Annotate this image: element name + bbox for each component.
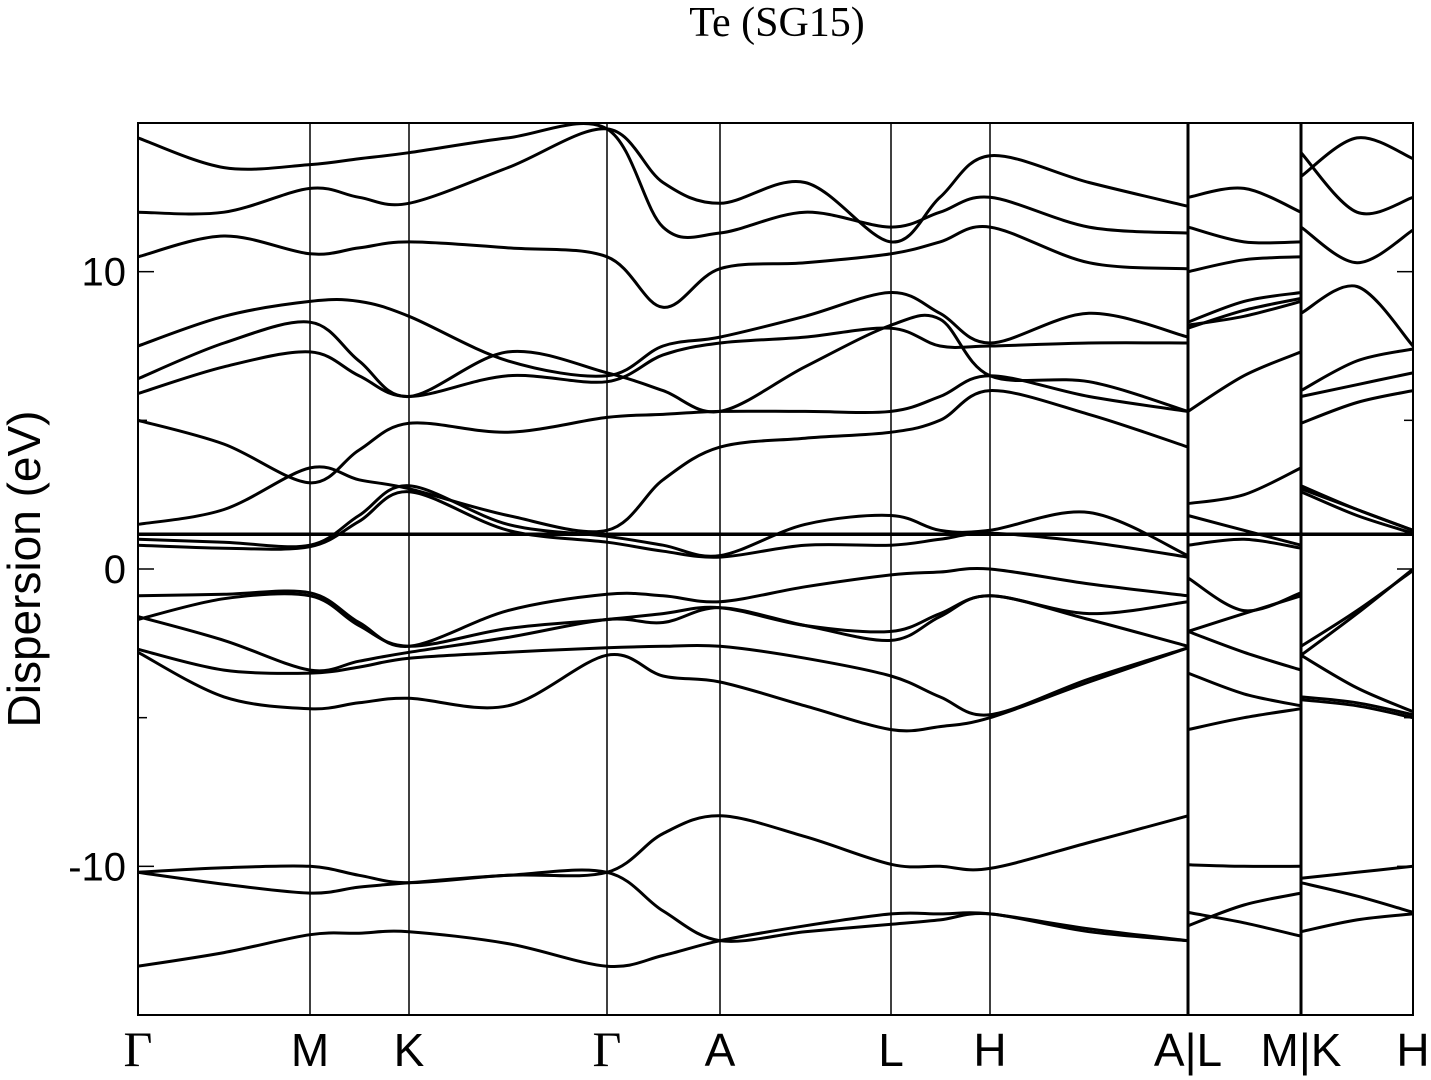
x-tick-label: A bbox=[705, 1024, 736, 1076]
y-tick-label: 0 bbox=[104, 548, 126, 592]
x-tick-label: H bbox=[973, 1024, 1006, 1076]
x-tick-label: L bbox=[878, 1024, 904, 1076]
band bbox=[138, 296, 1413, 414]
band bbox=[138, 643, 1413, 717]
band bbox=[138, 123, 1413, 245]
band bbox=[138, 225, 1413, 309]
band bbox=[138, 868, 1413, 943]
y-tick-label: 10 bbox=[82, 251, 127, 295]
y-axis-label: Dispersion (eV) bbox=[0, 411, 50, 728]
band bbox=[138, 646, 1413, 733]
plot-area bbox=[138, 123, 1413, 968]
band bbox=[138, 484, 1413, 558]
band bbox=[138, 569, 1413, 648]
x-tick-label: A|L bbox=[1154, 1024, 1222, 1076]
band bbox=[138, 127, 1413, 244]
plot-frame bbox=[137, 122, 1414, 1016]
band bbox=[138, 350, 1413, 485]
bands bbox=[138, 123, 1413, 968]
x-tick-label: M|K bbox=[1261, 1024, 1342, 1076]
band bbox=[138, 910, 1413, 968]
x-tick-label: M bbox=[291, 1024, 329, 1076]
x-tick-label: H bbox=[1396, 1024, 1429, 1076]
x-tick-label: Γ bbox=[124, 1021, 153, 1077]
x-tick-label: K bbox=[394, 1024, 425, 1076]
y-tick-label: -10 bbox=[68, 845, 126, 889]
band bbox=[138, 566, 1413, 657]
x-tick-label: Γ bbox=[593, 1021, 622, 1077]
band bbox=[138, 490, 1413, 559]
chart-title: Te (SG15) bbox=[689, 0, 865, 46]
band bbox=[138, 389, 1413, 534]
band bbox=[138, 814, 1413, 885]
